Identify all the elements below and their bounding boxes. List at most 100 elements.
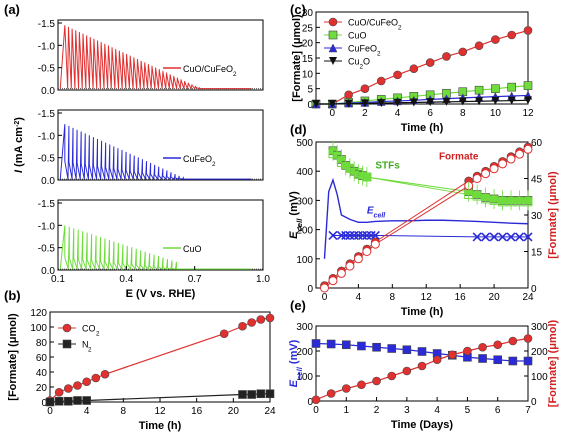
panel-e-xtick-label: 3: [404, 405, 410, 416]
panel-e-series-e-cell-point: [478, 354, 487, 363]
panel-c-cuo-legend-label: CuO: [348, 31, 367, 41]
panel-e-left-ytick-label: 300: [296, 322, 313, 333]
panel-b-ytick-label: 60: [36, 353, 48, 364]
panel-c-ytick-label: 5: [307, 85, 313, 96]
panel-a-cuo-cufeo2-legend-label: CuO/CuFeO2: [183, 64, 237, 78]
panel-c-xtick-label: 8: [460, 108, 466, 119]
panel-c-series-cu2o-point: [442, 97, 451, 106]
panel-e-series-formate-point: [402, 366, 412, 376]
panel-c-cu2o-legend-label: Cu2O: [348, 57, 370, 71]
panel-b-co2-legend-point: [62, 323, 72, 333]
panel-e-series-e-cell-point: [341, 340, 351, 350]
panel-e-series-formate-point: [417, 361, 427, 371]
panel-e-series-formate-point: [508, 336, 518, 346]
panel-d-label: (d): [290, 122, 307, 137]
panel-c-series-cu2o-point: [360, 99, 369, 108]
panel-b-xtick-label: 20: [228, 406, 240, 417]
panel-c-xtick-label: 6: [427, 108, 433, 119]
panel-d-left-ytick-label: 300: [296, 196, 313, 207]
panel-b-series-co2-point: [219, 329, 229, 339]
panel-c-series-cu2o-point: [475, 97, 484, 106]
panel-e-ylabel-right: [Formate] (μmol): [547, 319, 559, 407]
panel-c-xtick-label: 4: [395, 108, 401, 119]
panel-c-series-cuo-point: [523, 81, 533, 90]
panel-a-cuo-cufeo2-ytick-label: -1.5: [38, 19, 56, 30]
panel-d-xlabel: Time (h): [401, 306, 444, 318]
panel-c-xtick-label: 2: [362, 108, 368, 119]
panel-c-series-cu2o-point: [409, 98, 418, 107]
panel-d-series-e-cell-line: [323, 177, 529, 259]
panel-b-series-n2-point: [54, 396, 64, 406]
panel-d-annotation-ecell: Ecell: [367, 206, 386, 220]
panel-c-ytick-label: 10: [302, 69, 314, 80]
panel-c-series-cuo-cufeo2-point: [442, 52, 451, 61]
panel-e-series-e-cell-point: [387, 344, 397, 353]
panel-a-xtick-label: 0.1: [51, 274, 65, 285]
panel-b-series-n2-point: [238, 390, 247, 399]
panel-d-right-ytick-label: 30: [531, 211, 543, 222]
panel-e-right-ytick-label: 300: [531, 322, 548, 333]
panel-e-xtick-label: 6: [495, 405, 501, 416]
panel-a-cuo-cufeo2-frame: [57, 19, 264, 91]
panel-e-series-e-cell-point: [357, 341, 366, 351]
panel-a-cufeo2-frame: [57, 109, 264, 181]
panel-c-series-cu2o-point: [377, 99, 386, 108]
panel-a-xtick-label: 1.0: [256, 274, 270, 285]
panel-e-series-formate-point: [326, 389, 336, 398]
panel-c-series-cu2o-point: [524, 96, 532, 105]
panel-a-cuo-cufeo2-ytick-label: 0.0: [41, 86, 55, 97]
panel-a-xtick-label: 0.4: [119, 274, 133, 285]
panel-a-cuo-frame: [57, 199, 264, 271]
panel-c-ytick-label: 30: [302, 8, 314, 19]
panel-c-ytick-label: 20: [302, 39, 314, 50]
panel-e-xtick-label: 7: [525, 405, 531, 416]
panel-e-series-e-cell-point: [417, 347, 427, 356]
panel-b-xlabel: Time (h): [139, 420, 182, 432]
panel-c-series-cuo-cufeo2-point: [425, 58, 435, 67]
panel-c-xtick-label: 10: [490, 108, 502, 119]
panel-c-series-cuo-cufeo2-point: [474, 41, 484, 51]
panel-e-series-formate-point: [493, 340, 503, 350]
panel-b-series-co2-point: [238, 321, 247, 331]
panel-e-xlabel: Time (Days): [391, 419, 453, 431]
panel-e-series-e-cell-point: [372, 342, 381, 352]
panel-a-cufeo2-trace: [59, 124, 252, 181]
panel-d-series-formate-2-point: [362, 247, 372, 256]
panel-d-left-ytick-label: 500: [296, 138, 313, 149]
panel-e-series-formate-point: [357, 380, 366, 390]
panel-c-series-cu2o-point: [393, 98, 402, 107]
panel-e-series-e-cell-point: [508, 356, 518, 366]
panel-d-series-e-cell-cross-point-b: [506, 232, 516, 242]
panel-d-xtick-label: 4: [356, 292, 362, 303]
panel-c-series-cuo-point: [491, 84, 500, 93]
panel-b-series-co2-point: [100, 369, 110, 379]
panel-d-series-e-cell-cross-point-b: [472, 232, 482, 242]
panel-d-ylabel: Ecell (mV): [288, 191, 304, 239]
panel-c-series-cuo-cufeo2-point: [344, 90, 353, 100]
panel-c-series-cu2o-point: [344, 99, 353, 108]
panel-d-series-formate-2-point: [319, 283, 329, 293]
panel-b-series-n2-point: [64, 396, 73, 406]
panel-a-cufeo2-ytick-label: -0.5: [38, 154, 56, 165]
panel-d-series-e-cell-cross-point-b: [523, 232, 533, 242]
panel-b-series-co2-point: [73, 381, 82, 390]
panel-c-label: (c): [290, 2, 306, 17]
panel-c-series-cu2o-point: [458, 97, 467, 106]
panel-b-series-n2-point: [82, 396, 91, 405]
panel-e-xtick-label: 4: [434, 405, 440, 416]
panel-a-xtick-label: 0.7: [188, 274, 202, 285]
panel-d-series-formate-2-point: [481, 169, 491, 179]
panel-e-xtick-label: 1: [344, 405, 350, 416]
panel-a-cuo-ytick-label: -1.0: [38, 221, 56, 232]
panel-a-cuo-cufeo2-ytick-label: -1.0: [38, 41, 56, 52]
panel-b-xtick-label: 4: [84, 406, 90, 417]
panel-c-series-cuo-cufeo2-point: [458, 47, 468, 57]
panel-d-series-formate-2-point: [353, 254, 363, 264]
panel-d-series-e-cell-cross-point-b: [328, 230, 338, 241]
panel-b-ytick-label: 0: [41, 398, 47, 409]
panel-b-label: (b): [4, 288, 21, 303]
panel-e-series-formate-point: [341, 384, 351, 393]
panel-a-cuo-ytick-label: 0.0: [41, 266, 55, 277]
panel-c-series-cuo-cufeo2-point: [360, 84, 370, 93]
